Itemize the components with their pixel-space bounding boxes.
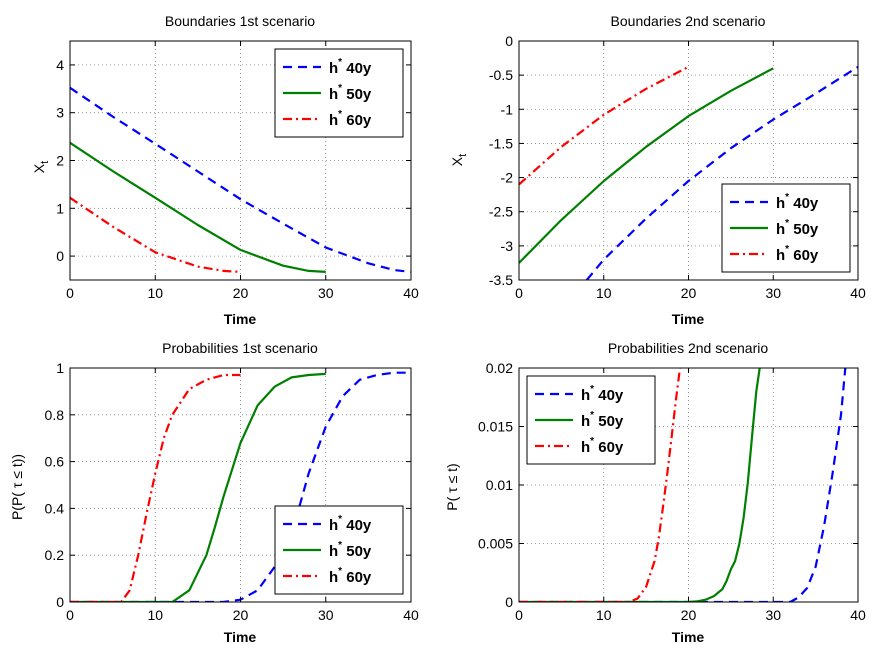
x-tick-label: 10 [147, 607, 163, 623]
legend-label: h* 50y [776, 218, 819, 238]
chart-title: Probabilities 1st scenario [162, 340, 318, 356]
legend: h* 40y h* 50y h* 60y [721, 183, 851, 273]
series-line-50y [519, 368, 761, 602]
chart-panel: Probabilities 1st scenario 0 10 20 30 40 0 0.2… [9, 340, 419, 645]
series-line-40y [70, 371, 411, 602]
y-tick-label: -2 [501, 170, 514, 186]
series-line-60y [70, 196, 241, 273]
chart-panel: Boundaries 1st scenario 0 10 20 30 40 0 1 2 3 4 T… [31, 13, 419, 327]
series-line-40y [70, 86, 411, 273]
x-tick-label: 30 [318, 607, 334, 623]
y-tick-label: 0.2 [45, 547, 65, 563]
series-line-60y [519, 65, 690, 186]
y-axis-label-subscript: t [457, 154, 469, 157]
y-tick-label: 0 [56, 594, 64, 610]
chart-title: Boundaries 1st scenario [165, 13, 315, 29]
y-axis-label: P( τ ≤ t) [444, 463, 460, 510]
x-tick-label: 10 [596, 607, 612, 623]
legend-label: h* 60y [329, 109, 372, 129]
x-tick-label: 0 [66, 285, 74, 301]
plot-area: 0 10 20 30 40 0 1 2 3 4 [56, 40, 419, 301]
x-tick-label: 0 [66, 607, 74, 623]
chart-panel: Probabilities 2nd scenario 0 10 20 30 40 0 0.0… [444, 340, 866, 645]
y-tick-label: -0.5 [489, 67, 513, 83]
y-tick-label: 0 [505, 594, 513, 610]
y-axis-label: P(P( τ ≤ t)) [9, 454, 25, 520]
y-tick-label: 0.015 [478, 419, 513, 435]
y-tick-label: -2.5 [489, 204, 513, 220]
y-tick-label: 0.8 [45, 407, 65, 423]
series-line-40y [519, 368, 847, 602]
x-axis-label: Time [224, 629, 257, 645]
x-tick-label: 20 [233, 607, 249, 623]
legend-label: h* 40y [329, 514, 372, 534]
x-tick-label: 0 [515, 607, 523, 623]
y-axis-label-main: X [449, 156, 465, 166]
legend-label: h* 40y [581, 384, 624, 404]
x-axis-label: Time [672, 311, 705, 327]
y-tick-label: 0.005 [478, 536, 513, 552]
series-line-60y [70, 373, 241, 602]
y-axis-label: Xt [31, 161, 51, 173]
y-tick-label: 0 [56, 248, 64, 264]
legend: h* 40y h* 50y h* 60y [274, 505, 404, 595]
x-tick-label: 40 [850, 285, 866, 301]
series-line-50y [70, 372, 326, 602]
x-tick-label: 40 [403, 607, 419, 623]
plot-area: 0 10 20 30 40 0 0.2 0.4 0.6 0.8 1 [45, 360, 419, 623]
series-line-50y [519, 67, 774, 264]
legend-label: h* 50y [581, 410, 624, 430]
y-axis-label-subscript: t [39, 161, 51, 164]
x-tick-label: 30 [318, 285, 334, 301]
y-tick-label: -1.5 [489, 135, 513, 151]
legend-label: h* 50y [329, 540, 372, 560]
legend-label: h* 40y [776, 192, 819, 212]
series-line-60y [519, 368, 682, 602]
plot-area: 0 10 20 30 40 -3.5 -3 -2.5 -2 -1.5 -1 -0.5 0 [489, 33, 866, 301]
x-axis-label: Time [224, 311, 257, 327]
chart-panel: Boundaries 2nd scenario 0 10 20 30 40 -3.5 -3 -… [449, 13, 866, 327]
y-tick-label: 0 [505, 33, 513, 49]
y-tick-label: -3 [501, 238, 514, 254]
y-tick-label: 1 [56, 200, 64, 216]
legend-label: h* 60y [581, 436, 624, 456]
y-axis-label-main: X [31, 163, 47, 173]
x-axis-label: Time [672, 629, 705, 645]
y-tick-label: 4 [56, 57, 64, 73]
y-tick-label: 2 [56, 153, 64, 169]
y-tick-label: 0.6 [45, 454, 65, 470]
series-line-40y [585, 65, 858, 280]
legend-label: h* 50y [329, 83, 372, 103]
legend-label: h* 40y [329, 57, 372, 77]
legend: h* 40y h* 50y h* 60y [526, 375, 656, 465]
x-tick-label: 10 [147, 285, 163, 301]
y-tick-label: 0.4 [45, 500, 65, 516]
legend-label: h* 60y [329, 566, 372, 586]
y-tick-label: 1 [56, 360, 64, 376]
y-tick-label: 3 [56, 105, 64, 121]
chart-title: Boundaries 2nd scenario [611, 13, 766, 29]
x-tick-label: 30 [765, 285, 781, 301]
x-tick-label: 0 [515, 285, 523, 301]
y-tick-label: 0.02 [486, 360, 513, 376]
y-tick-label: -1 [501, 101, 514, 117]
x-tick-label: 30 [765, 607, 781, 623]
legend-label: h* 60y [776, 244, 819, 264]
x-tick-label: 20 [681, 607, 697, 623]
x-tick-label: 40 [850, 607, 866, 623]
x-tick-label: 20 [233, 285, 249, 301]
x-tick-label: 40 [403, 285, 419, 301]
x-tick-label: 20 [681, 285, 697, 301]
chart-title: Probabilities 2nd scenario [608, 340, 769, 356]
y-tick-label: 0.01 [486, 477, 513, 493]
y-axis-label: Xt [449, 154, 469, 166]
legend: h* 40y h* 50y h* 60y [274, 48, 404, 138]
y-tick-label: -3.5 [489, 272, 513, 288]
series-line-50y [70, 141, 326, 273]
x-tick-label: 10 [596, 285, 612, 301]
